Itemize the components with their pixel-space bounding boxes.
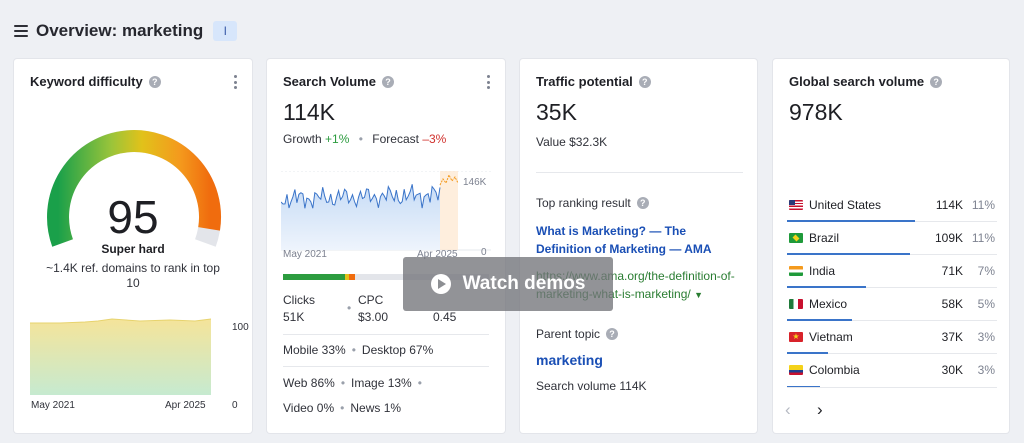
traffic-potential-value: 35K [536,99,577,125]
parent-topic-link[interactable]: marketing [536,352,603,368]
traffic-value: Value $32.3K [536,135,608,149]
growth-value: +1% [325,132,350,146]
country-row[interactable]: Mexico 58K 5% [787,288,997,321]
search-volume-card: Search Volume ? 114K Growth +1% • Foreca… [267,59,505,433]
brazil-flag-icon [789,233,803,243]
top-ranking-label: Top ranking result ? [536,196,649,210]
india-flag-icon [789,266,803,276]
search-volume-chart[interactable] [281,171,491,251]
mexico-flag-icon [789,299,803,309]
y-axis-max: 146K [463,177,487,188]
share-bar [787,286,867,288]
more-options-icon[interactable] [487,75,491,89]
country-row[interactable]: United States 114K 11% [787,189,997,222]
help-icon[interactable]: ? [381,75,394,88]
page-title: Overview: marketing [36,21,204,40]
cpc-stat: CPC $3.00 [358,293,389,324]
help-icon[interactable]: ? [606,328,619,340]
difficulty-history-chart [30,318,212,395]
country-row[interactable]: Brazil 109K 11% [787,222,997,255]
y-axis-min: 0 [481,247,487,258]
help-icon[interactable]: ? [148,75,161,88]
parent-topic-volume: Search volume 114K [536,379,647,393]
card-title: Traffic potential ? [536,74,651,89]
keyword-difficulty-card: Keyword difficulty ? 95 Super hard ~1.4K… [14,59,252,433]
x-axis-start: May 2021 [283,249,327,260]
more-options-icon[interactable] [234,75,238,89]
watch-demos-button[interactable]: Watch demos [403,257,613,311]
traffic-potential-card: Traffic potential ? 35K Value $32.3K Top… [520,59,757,433]
difficulty-gauge [47,130,221,247]
parent-topic-label: Parent topic ? [536,327,619,341]
country-row[interactable]: ★ Vietnam 37K 3% [787,321,997,354]
x-axis-start: May 2021 [31,400,75,411]
help-icon[interactable]: ? [636,197,649,209]
card-title: Search Volume ? [283,74,394,89]
share-bar [787,319,853,321]
play-icon [430,274,451,294]
chevron-down-icon: ▼ [694,290,703,300]
difficulty-label: Super hard [101,242,165,256]
share-bar [787,352,828,354]
country-row[interactable]: Colombia 30K 3% [787,354,997,388]
card-title: Keyword difficulty ? [30,74,161,89]
difficulty-value: 95 [107,191,159,243]
device-distribution: Mobile 33% • Desktop 67% [283,343,434,357]
share-bar [787,220,915,222]
x-axis-end: Apr 2025 [417,249,458,260]
country-row[interactable]: India 71K 7% [787,255,997,288]
help-icon[interactable]: ? [638,75,651,88]
search-volume-value: 114K [283,99,336,125]
card-title: Global search volume ? [789,74,943,89]
forecast-value: –3% [422,132,447,146]
share-bar [787,253,910,255]
help-icon[interactable]: ? [930,75,943,88]
top-result-link[interactable]: What is Marketing? — The Definition of M… [536,224,712,256]
y-axis-min: 0 [232,400,238,411]
us-flag-icon [789,200,803,210]
y-axis-max: 100 [232,322,249,333]
vietnam-flag-icon: ★ [789,332,803,342]
global-volume-value: 978K [789,99,843,125]
difficulty-description: ~1.4K ref. domains to rank in top 10 [46,261,220,290]
serp-type-distribution-2: Video 0% • News 1% [283,401,402,415]
clicks-stat: Clicks 51K [283,293,315,324]
cps-stat: 0.45 [433,310,457,324]
previous-page-button[interactable]: ‹ [785,400,791,419]
growth-row: Growth +1% • Forecast –3% [283,132,447,146]
intent-badge[interactable]: I [213,21,238,41]
menu-icon[interactable] [14,25,28,37]
page-header: Overview: marketing I [14,18,238,44]
colombia-flag-icon [789,365,803,375]
global-volume-card: Global search volume ? 978K United State… [773,59,1009,433]
x-axis-end: Apr 2025 [165,400,206,411]
next-page-button[interactable]: › [817,400,823,419]
serp-type-distribution: Web 86% • Image 13% • [283,376,422,390]
